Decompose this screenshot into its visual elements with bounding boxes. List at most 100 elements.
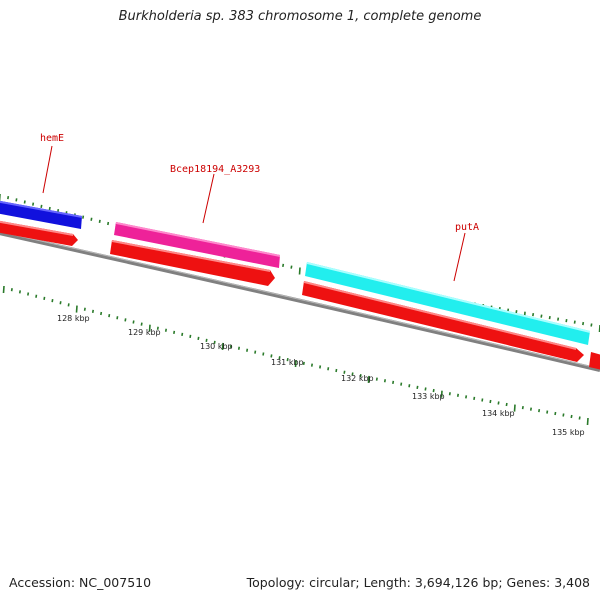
scale-label: 135 kbp <box>552 428 585 437</box>
leader-line-Bcep18194_A3293 <box>202 173 215 224</box>
accession-label: Accession: NC_007510 <box>9 575 152 590</box>
minor-tick <box>189 334 192 339</box>
genome-summary-label: Topology: circular; Length: 3,694,126 bp… <box>246 575 590 590</box>
minor-tick <box>156 326 159 330</box>
major-tick <box>440 390 443 398</box>
cds-arrow[interactable] <box>0 220 78 246</box>
minor-tick <box>173 330 176 334</box>
minor-tick <box>48 206 51 211</box>
gene-bar-Bcep18194_A3293[interactable] <box>114 222 280 268</box>
minor-tick <box>282 263 285 267</box>
minor-tick <box>124 318 127 322</box>
minor-tick <box>132 320 135 324</box>
minor-tick <box>432 388 435 393</box>
minor-tick <box>90 217 93 221</box>
major-tick <box>75 305 78 313</box>
cds-arrow[interactable] <box>302 281 584 362</box>
gene-bar-putA[interactable] <box>305 262 590 345</box>
minor-tick <box>548 316 551 320</box>
minor-tick <box>229 344 232 348</box>
minor-tick <box>91 309 95 313</box>
minor-tick <box>465 395 468 399</box>
minor-tick <box>400 382 403 386</box>
minor-tick <box>424 387 427 391</box>
gene-label-Bcep18194_A3293[interactable]: Bcep18194_A3293 <box>170 164 260 175</box>
minor-tick <box>532 313 535 317</box>
minor-tick <box>416 385 419 389</box>
minor-tick <box>10 288 13 292</box>
minor-tick <box>515 310 518 314</box>
minor-tick <box>82 215 85 219</box>
minor-tick <box>213 340 216 345</box>
leader-line-putA <box>453 232 466 282</box>
minor-tick <box>590 323 593 327</box>
minor-tick <box>205 338 208 343</box>
minor-tick <box>392 380 395 385</box>
minor-tick <box>375 377 378 381</box>
minor-tick <box>237 346 241 350</box>
minor-tick <box>359 374 362 378</box>
cds-arrow[interactable] <box>589 352 600 370</box>
minor-tick <box>181 332 184 337</box>
scale-labels: 128 kbp 129 kbp 130 kbp 131 kbp 132 kbp … <box>57 314 585 437</box>
minor-tick <box>489 399 492 404</box>
major-tick <box>2 285 5 294</box>
minor-tick <box>262 352 265 356</box>
major-tick <box>294 359 297 368</box>
chromosome-backbone <box>0 231 600 372</box>
gene-bar-hemE[interactable] <box>0 200 82 229</box>
minor-tick <box>18 290 22 294</box>
minor-tick <box>383 379 387 383</box>
scale-label: 131 kbp <box>271 358 304 367</box>
minor-tick <box>310 363 314 367</box>
scale-label: 134 kbp <box>482 409 515 418</box>
minor-tick <box>108 314 111 318</box>
minor-tick <box>343 370 346 374</box>
minor-tick <box>246 348 249 352</box>
minor-tick <box>538 408 541 413</box>
major-tick <box>513 404 516 412</box>
minor-tick <box>578 416 581 420</box>
scale-label: 129 kbp <box>128 328 161 337</box>
minor-tick <box>286 358 289 362</box>
scale-label: 133 kbp <box>412 392 445 401</box>
gene-label-hemE[interactable]: hemE <box>40 133 64 144</box>
minor-tick <box>573 320 576 324</box>
minor-tick <box>15 198 18 202</box>
minor-tick <box>197 336 200 341</box>
major-tick <box>586 417 589 426</box>
minor-tick <box>327 367 330 371</box>
minor-tick <box>270 354 273 358</box>
minor-tick <box>254 350 257 354</box>
minor-tick <box>290 265 293 269</box>
minor-tick <box>100 311 103 316</box>
minor-tick <box>565 318 568 323</box>
minor-tick <box>562 413 565 417</box>
gene-label-putA[interactable]: putA <box>455 222 479 233</box>
minor-tick <box>278 356 281 360</box>
minor-tick <box>521 405 524 410</box>
minor-tick <box>481 398 484 402</box>
minor-tick <box>554 411 557 416</box>
minor-tick <box>473 396 476 401</box>
cds-arrow[interactable] <box>110 240 275 286</box>
scale-label: 132 kbp <box>341 374 374 383</box>
minor-tick <box>540 314 543 318</box>
minor-tick <box>67 303 70 307</box>
major-tick <box>221 342 224 350</box>
minor-tick <box>546 410 549 414</box>
minor-tick <box>51 298 54 303</box>
scale-label: 128 kbp <box>57 314 90 323</box>
minor-tick <box>32 202 35 206</box>
map-title: Burkholderia sp. 383 chromosome 1, compl… <box>118 9 482 24</box>
minor-tick <box>27 292 30 296</box>
minor-tick <box>98 219 101 223</box>
minor-tick <box>497 401 500 405</box>
minor-tick <box>43 296 46 301</box>
minor-tick <box>529 407 533 411</box>
minor-tick <box>59 301 62 305</box>
minor-tick <box>23 200 26 204</box>
minor-tick <box>557 317 560 321</box>
